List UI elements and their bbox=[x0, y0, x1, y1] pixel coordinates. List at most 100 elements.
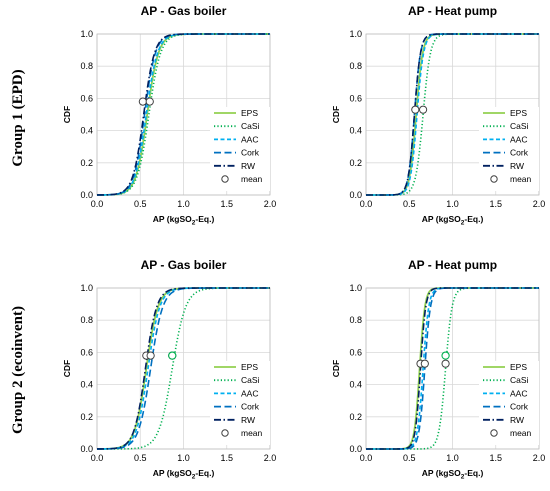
x-tick-label: 0.0 bbox=[91, 199, 104, 209]
y-tick-label: 0.0 bbox=[349, 190, 362, 200]
x-axis-label: AP (kgSO2-Eq.) bbox=[153, 468, 215, 481]
x-tick-label: 0.0 bbox=[360, 199, 373, 209]
legend: EPS CaSi AAC Cork RW mean bbox=[479, 361, 539, 445]
legend-label: CaSi bbox=[241, 121, 260, 131]
legend-label: Cork bbox=[510, 148, 529, 158]
y-tick-label: 1.0 bbox=[349, 29, 362, 39]
y-tick-label: 0.8 bbox=[80, 315, 93, 325]
legend-box bbox=[210, 107, 270, 191]
x-tick-label: 2.0 bbox=[533, 199, 546, 209]
chart-title: AP - Heat pump bbox=[408, 4, 497, 18]
chart-panel-2: 0.0 0.2 0.4 0.6 0.8 1.0 0.0 0.5 1.0 1.5 2.0 AP - He… bbox=[331, 4, 545, 227]
chart-title: AP - Heat pump bbox=[408, 258, 497, 272]
mean-marker bbox=[145, 97, 154, 106]
mean-marker bbox=[420, 359, 429, 368]
x-tick-label: 2.0 bbox=[264, 453, 277, 463]
y-tick-label: 0.0 bbox=[349, 444, 362, 454]
legend-label: EPS bbox=[510, 362, 527, 372]
legend-label: Cork bbox=[241, 148, 260, 158]
y-tick-label: 0.8 bbox=[349, 61, 362, 71]
x-tick-label: 1.0 bbox=[446, 199, 459, 209]
y-tick-label: 0.2 bbox=[349, 412, 362, 422]
mean-marker bbox=[418, 105, 428, 114]
y-tick-label: 0.2 bbox=[80, 412, 93, 422]
legend-label: AAC bbox=[241, 134, 258, 144]
legend-label: RW bbox=[241, 415, 255, 425]
y-tick-label: 0.0 bbox=[80, 444, 93, 454]
series-line-rw bbox=[366, 287, 539, 450]
y-axis-label: CDF bbox=[62, 106, 72, 123]
mean-marker bbox=[441, 359, 450, 368]
legend-label: AAC bbox=[241, 388, 258, 398]
x-tick-label: 0.5 bbox=[134, 453, 147, 463]
y-tick-label: 0.8 bbox=[80, 61, 93, 71]
series-line-rw bbox=[96, 33, 270, 196]
legend-label: Cork bbox=[241, 402, 260, 412]
legend-label: CaSi bbox=[510, 121, 529, 131]
group-1-label: Group 1 (EPD) bbox=[10, 69, 26, 166]
chart-panel-1: 0.0 0.2 0.4 0.6 0.8 1.0 0.0 0.5 1.0 1.5 2.0 AP - Ga… bbox=[62, 4, 276, 227]
legend: EPS CaSi AAC Cork RW mean bbox=[479, 107, 539, 191]
y-tick-label: 0.2 bbox=[349, 158, 362, 168]
series-line-rw bbox=[366, 33, 539, 196]
legend-mean-marker bbox=[490, 429, 498, 437]
legend-label: RW bbox=[510, 415, 524, 425]
y-tick-label: 0.8 bbox=[349, 315, 362, 325]
y-tick-label: 0.4 bbox=[80, 380, 93, 390]
legend-label: RW bbox=[241, 161, 255, 171]
chart-title: AP - Gas boiler bbox=[141, 258, 227, 272]
legend-label: EPS bbox=[241, 108, 258, 118]
legend-mean-marker bbox=[221, 429, 229, 437]
y-tick-label: 0.0 bbox=[80, 190, 93, 200]
chart-title: AP - Gas boiler bbox=[141, 4, 227, 18]
x-tick-label: 0.0 bbox=[360, 453, 373, 463]
legend-mean-marker bbox=[490, 175, 498, 183]
legend-label-mean: mean bbox=[241, 428, 263, 438]
mean-marker bbox=[411, 105, 420, 114]
x-tick-label: 2.0 bbox=[533, 453, 546, 463]
x-axis-label: AP (kgSO2-Eq.) bbox=[422, 468, 484, 481]
x-axis-label: AP (kgSO2-Eq.) bbox=[422, 214, 484, 227]
series-line-aac bbox=[97, 33, 270, 196]
legend-label: AAC bbox=[510, 134, 527, 144]
x-axis-label: AP (kgSO2-Eq.) bbox=[153, 214, 215, 227]
y-tick-label: 0.6 bbox=[80, 347, 93, 357]
legend-label: CaSi bbox=[510, 375, 529, 385]
x-tick-label: 1.0 bbox=[446, 453, 459, 463]
series-mean-marker bbox=[441, 351, 450, 360]
y-tick-label: 1.0 bbox=[349, 283, 362, 293]
y-tick-label: 0.4 bbox=[349, 380, 362, 390]
x-tick-label: 0.5 bbox=[403, 453, 416, 463]
y-tick-label: 0.6 bbox=[349, 93, 362, 103]
y-axis-label: CDF bbox=[331, 360, 341, 377]
y-tick-label: 0.4 bbox=[80, 126, 93, 136]
series-line-cork bbox=[366, 287, 539, 450]
y-axis-label: CDF bbox=[62, 360, 72, 377]
chart-panel-3: 0.0 0.2 0.4 0.6 0.8 1.0 0.0 0.5 1.0 1.5 2.0 AP - Ga… bbox=[62, 258, 276, 481]
x-tick-label: 1.5 bbox=[220, 453, 233, 463]
x-tick-label: 1.5 bbox=[489, 453, 502, 463]
y-tick-label: 0.6 bbox=[349, 347, 362, 357]
legend: EPS CaSi AAC Cork RW mean bbox=[210, 107, 270, 191]
legend-label: EPS bbox=[241, 362, 258, 372]
y-tick-label: 0.6 bbox=[80, 93, 93, 103]
series-line-aac bbox=[97, 287, 270, 450]
x-tick-label: 0.0 bbox=[91, 453, 104, 463]
x-tick-label: 1.0 bbox=[177, 453, 190, 463]
legend-label: Cork bbox=[510, 402, 529, 412]
x-tick-label: 1.5 bbox=[220, 199, 233, 209]
group-2-label: Group 2 (ecoinvent) bbox=[10, 306, 26, 434]
x-tick-label: 1.5 bbox=[489, 199, 502, 209]
y-tick-label: 0.4 bbox=[349, 126, 362, 136]
legend-label-mean: mean bbox=[510, 428, 532, 438]
y-axis-label: CDF bbox=[331, 106, 341, 123]
mean-marker bbox=[146, 351, 155, 360]
x-tick-label: 2.0 bbox=[264, 199, 277, 209]
legend-label: RW bbox=[510, 161, 524, 171]
mean-marker bbox=[138, 97, 147, 106]
y-tick-label: 0.2 bbox=[80, 158, 93, 168]
x-tick-label: 0.5 bbox=[403, 199, 416, 209]
y-tick-label: 1.0 bbox=[80, 283, 93, 293]
x-tick-label: 0.5 bbox=[134, 199, 147, 209]
